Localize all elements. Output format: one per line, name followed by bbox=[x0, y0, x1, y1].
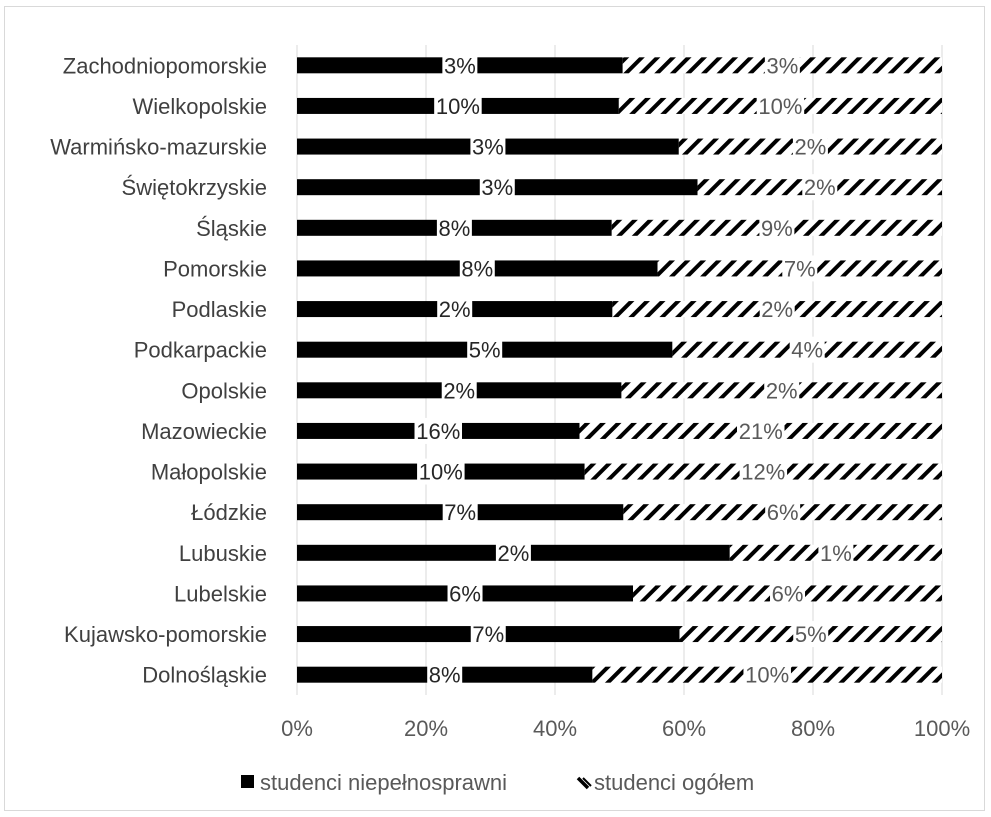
data-label-background bbox=[434, 92, 482, 119]
data-label-background bbox=[802, 174, 838, 201]
x-tick-label: 80% bbox=[791, 716, 835, 741]
data-label-background bbox=[759, 296, 795, 323]
data-label-background bbox=[765, 499, 801, 526]
chart-frame: 3% 3% 10% 10% 3% 2% 3% 2% 8% 9% 8% 7% 2% 2% 5% 4% 2% 2% 16… bbox=[4, 6, 985, 811]
data-label-background bbox=[470, 621, 506, 648]
legend: studenci niepełnosprawni studenci ogółem bbox=[241, 770, 754, 795]
category-label-podlaskie: Podlaskie bbox=[172, 297, 267, 322]
x-axis-ticks: 0% 20% 40% 60% 80% 100% bbox=[281, 716, 970, 741]
category-label-lodzkie: Łódzkie bbox=[191, 500, 267, 525]
data-label-background bbox=[442, 52, 478, 79]
data-label-background bbox=[479, 174, 515, 201]
data-label-background bbox=[467, 336, 503, 363]
data-label-background bbox=[789, 336, 825, 363]
data-label-studenci-niepelnosprawni: 2% bbox=[439, 297, 471, 322]
category-labels: Zachodniopomorskie Wielkopolskie Warmińsko… bbox=[50, 53, 267, 687]
data-label-studenci-ogolem: 9% bbox=[761, 216, 793, 241]
category-label-warminsko-mazurskie: Warmińsko-mazurskie bbox=[50, 135, 267, 160]
data-label-studenci-niepelnosprawni: 6% bbox=[449, 581, 481, 606]
data-label-background bbox=[495, 539, 531, 566]
data-label-studenci-niepelnosprawni: 3% bbox=[472, 135, 504, 160]
category-label-malopolskie: Małopolskie bbox=[151, 460, 267, 485]
data-label-background bbox=[782, 255, 818, 282]
data-label-studenci-niepelnosprawni: 3% bbox=[444, 53, 476, 78]
data-label-background bbox=[437, 296, 473, 323]
data-label-studenci-niepelnosprawni: 7% bbox=[472, 622, 504, 647]
data-label-background bbox=[739, 458, 788, 485]
x-tick-label: 60% bbox=[662, 716, 706, 741]
legend-label-studenci-niepelnosprawni: studenci niepełnosprawni bbox=[260, 770, 507, 795]
bars bbox=[297, 57, 942, 683]
data-label-background bbox=[764, 377, 800, 404]
data-label-studenci-ogolem: 2% bbox=[761, 297, 793, 322]
data-label-background bbox=[743, 661, 791, 688]
data-label-studenci-ogolem: 2% bbox=[804, 175, 836, 200]
data-label-studenci-niepelnosprawni: 8% bbox=[438, 216, 470, 241]
category-label-slaskie: Śląskie bbox=[196, 216, 267, 241]
data-label-studenci-ogolem: 12% bbox=[741, 460, 785, 485]
data-label-studenci-ogolem: 7% bbox=[784, 256, 816, 281]
data-label-studenci-ogolem: 10% bbox=[758, 94, 802, 119]
data-label-studenci-niepelnosprawni: 7% bbox=[444, 500, 476, 525]
data-label-studenci-ogolem: 6% bbox=[767, 500, 799, 525]
x-tick-label: 20% bbox=[404, 716, 448, 741]
legend-label-studenci-ogolem: studenci ogółem bbox=[594, 770, 754, 795]
data-label-background bbox=[414, 417, 463, 444]
data-label-background bbox=[759, 214, 795, 241]
data-label-background bbox=[756, 92, 805, 119]
legend-swatch-studenci-niepelnosprawni bbox=[241, 775, 254, 788]
data-label-background bbox=[770, 580, 806, 607]
data-label-studenci-niepelnosprawni: 8% bbox=[461, 256, 493, 281]
data-label-studenci-ogolem: 2% bbox=[766, 378, 798, 403]
data-label-background bbox=[818, 539, 854, 566]
category-label-mazowieckie: Mazowieckie bbox=[141, 419, 267, 444]
data-label-studenci-ogolem: 21% bbox=[739, 419, 783, 444]
category-label-lubelskie: Lubelskie bbox=[174, 581, 267, 606]
data-label-studenci-niepelnosprawni: 5% bbox=[469, 338, 501, 363]
data-label-background bbox=[447, 580, 483, 607]
data-label-background bbox=[427, 661, 463, 688]
data-label-studenci-ogolem: 4% bbox=[791, 338, 823, 363]
data-labels: 3% 3% 10% 10% 3% 2% 3% 2% 8% 9% 8% 7% 2% 2% 5% 4% 2% 2% 16… bbox=[414, 52, 854, 688]
data-label-studenci-niepelnosprawni: 8% bbox=[429, 663, 461, 688]
data-label-studenci-niepelnosprawni: 16% bbox=[416, 419, 460, 444]
data-label-background bbox=[441, 377, 477, 404]
data-label-studenci-ogolem: 6% bbox=[772, 581, 804, 606]
data-label-studenci-niepelnosprawni: 2% bbox=[443, 378, 475, 403]
x-tick-label: 0% bbox=[281, 716, 313, 741]
data-label-background bbox=[793, 621, 829, 648]
category-label-pomorskie: Pomorskie bbox=[163, 256, 267, 281]
x-tick-label: 40% bbox=[533, 716, 577, 741]
x-tick-label: 100% bbox=[914, 716, 970, 741]
category-label-kujawsko-pomorskie: Kujawsko-pomorskie bbox=[64, 622, 267, 647]
category-label-opolskie: Opolskie bbox=[181, 378, 267, 403]
category-label-wielkopolskie: Wielkopolskie bbox=[133, 94, 268, 119]
data-label-background bbox=[459, 255, 495, 282]
data-label-background bbox=[470, 133, 506, 160]
data-label-background bbox=[436, 214, 472, 241]
data-label-studenci-ogolem: 1% bbox=[820, 541, 852, 566]
data-label-studenci-niepelnosprawni: 10% bbox=[419, 460, 463, 485]
category-label-podkarpackie: Podkarpackie bbox=[134, 338, 267, 363]
data-label-background bbox=[737, 417, 785, 444]
category-label-lubuskie: Lubuskie bbox=[179, 541, 267, 566]
chart: 3% 3% 10% 10% 3% 2% 3% 2% 8% 9% 8% 7% 2% 2% 5% 4% 2% 2% 16… bbox=[50, 45, 970, 795]
data-label-studenci-ogolem: 2% bbox=[795, 135, 827, 160]
category-label-zachodniopomorskie: Zachodniopomorskie bbox=[63, 53, 267, 78]
category-label-dolnoslaskie: Dolnośląskie bbox=[142, 663, 267, 688]
data-label-studenci-niepelnosprawni: 10% bbox=[436, 94, 480, 119]
data-label-studenci-niepelnosprawni: 2% bbox=[497, 541, 529, 566]
data-label-studenci-ogolem: 10% bbox=[745, 663, 789, 688]
data-label-background bbox=[442, 499, 478, 526]
data-label-background bbox=[792, 133, 828, 160]
data-label-studenci-ogolem: 5% bbox=[795, 622, 827, 647]
data-label-background bbox=[764, 52, 800, 79]
legend-swatch-studenci-ogolem bbox=[576, 776, 592, 790]
data-label-background bbox=[417, 458, 465, 485]
data-label-studenci-niepelnosprawni: 3% bbox=[481, 175, 513, 200]
category-label-swietokrzyskie: Świętokrzyskie bbox=[122, 175, 267, 200]
data-label-studenci-ogolem: 3% bbox=[766, 53, 798, 78]
